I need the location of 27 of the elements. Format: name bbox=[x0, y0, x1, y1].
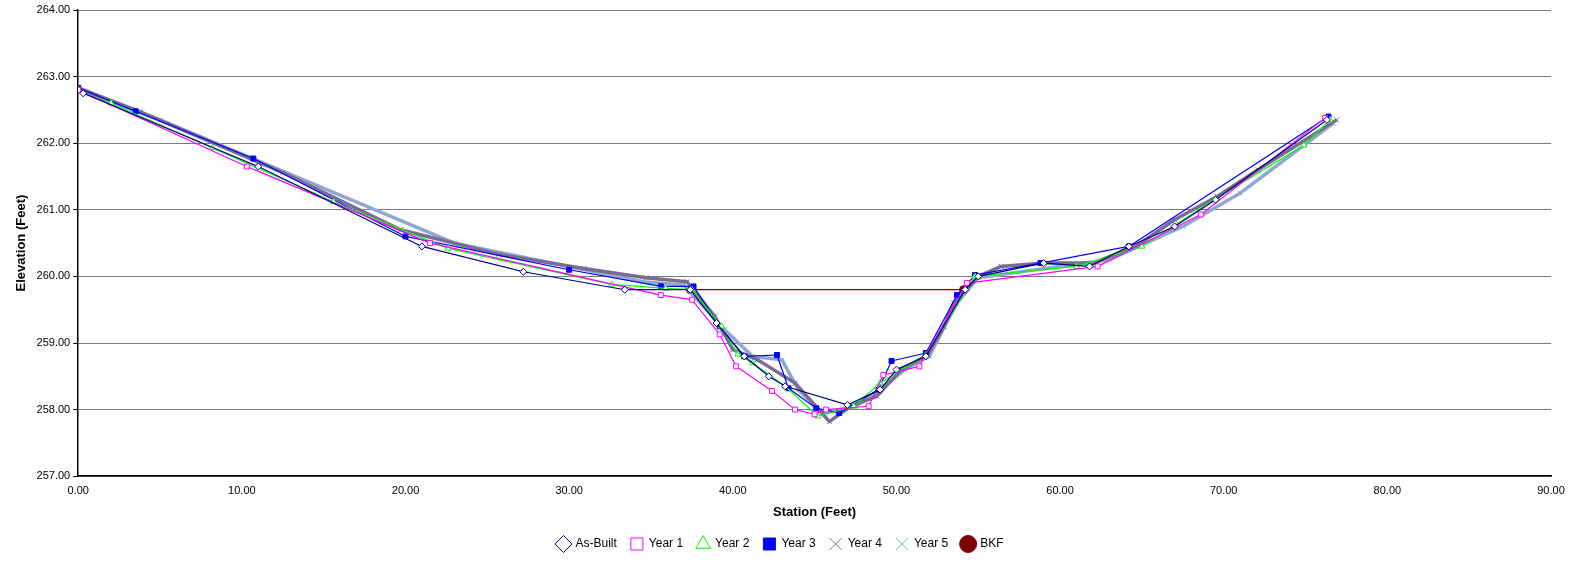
x-tick-label: 50.00 bbox=[882, 483, 911, 496]
y-tick-label: 258.00 bbox=[36, 402, 71, 415]
y-tick-label: 262.00 bbox=[36, 136, 71, 149]
x-tick-label: 0.00 bbox=[67, 483, 89, 496]
x-tick-label: 70.00 bbox=[1209, 483, 1238, 496]
legend-label: Year 1 bbox=[648, 536, 684, 551]
x-tick-label: 30.00 bbox=[555, 483, 583, 496]
x-tick-label: 60.00 bbox=[1046, 483, 1074, 496]
y-tick-label: 257.00 bbox=[36, 469, 71, 482]
y-axis-title: Elevation (Feet) bbox=[13, 194, 29, 292]
y-tick-label: 264.00 bbox=[36, 3, 71, 16]
y-tick-label: 261.00 bbox=[36, 202, 71, 215]
legend-label: Year 3 bbox=[781, 536, 816, 551]
x-tick-label: 20.00 bbox=[391, 483, 420, 496]
legend-label: Year 5 bbox=[913, 536, 949, 551]
legend-label: Year 2 bbox=[715, 536, 750, 551]
y-tick-label: 263.00 bbox=[36, 69, 71, 82]
x-tick-label: 40.00 bbox=[719, 483, 747, 496]
legend-label: Year 4 bbox=[847, 536, 883, 551]
x-tick-label: 90.00 bbox=[1537, 483, 1565, 496]
x-tick-label: 10.00 bbox=[228, 483, 256, 496]
x-tick-label: 80.00 bbox=[1373, 483, 1402, 496]
x-axis-title: Station (Feet) bbox=[773, 503, 857, 519]
y-tick-label: 260.00 bbox=[36, 269, 71, 282]
legend-label: As-Built bbox=[575, 536, 618, 551]
legend-label: BKF bbox=[980, 536, 1004, 551]
y-tick-label: 259.00 bbox=[36, 336, 71, 349]
